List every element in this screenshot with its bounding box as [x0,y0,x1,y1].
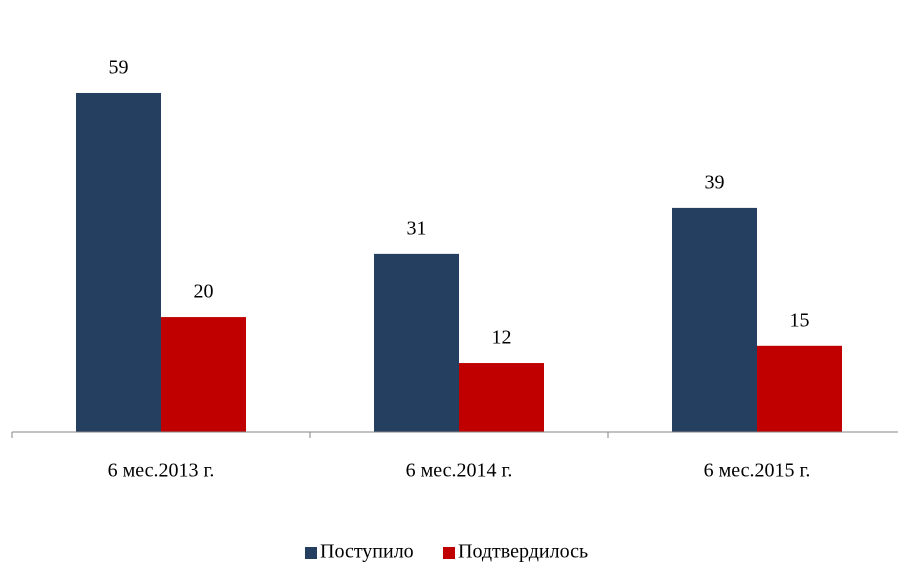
legend-label: Поступило [320,541,414,563]
x-tick-label: 6 мес.2014 г. [406,460,513,482]
value-label: 39 [705,171,725,193]
value-label: 59 [109,57,129,79]
bar [374,253,459,432]
legend-label: Подтвердилось [458,541,588,563]
value-label: 20 [194,281,214,303]
bar [672,207,757,432]
x-tick-label: 6 мес.2015 г. [704,460,811,482]
bar [757,345,842,432]
legend-swatch [305,547,317,559]
bar [459,363,544,432]
value-label: 15 [790,309,810,331]
x-tick-label: 6 мес.2013 г. [108,460,215,482]
value-label: 31 [407,217,427,239]
value-label: 12 [492,327,512,349]
bar [76,92,161,432]
bar [161,317,246,432]
legend-swatch [443,547,455,559]
